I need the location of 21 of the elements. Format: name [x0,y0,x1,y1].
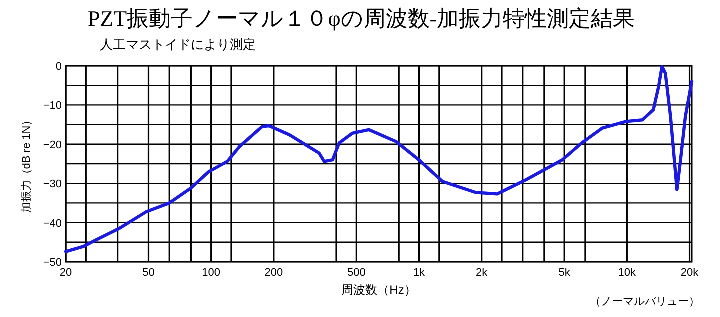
y-tick-label: −30 [43,178,62,191]
x-tick-label: 2k [476,267,488,279]
y-tick-label: −10 [43,100,62,112]
x-axis-title: 周波数（Hz） [342,283,416,297]
y-tick-label: 0 [56,61,62,73]
x-tick-label: 100 [202,267,221,279]
x-tick-label: 20 [60,267,72,279]
y-tick-label: −20 [43,139,62,152]
x-tick-label: 200 [264,267,284,279]
chart-title: PZT振動子ノーマル１０φの周波数-加振力特性測定結果 [88,6,636,31]
x-tick-label: 50 [142,267,155,279]
x-tick-label: 500 [347,267,366,279]
y-tick-label: −40 [43,218,62,230]
y-tick-label: −50 [43,257,62,269]
x-tick-label: 10k [618,267,637,279]
x-tick-label: 1k [413,267,426,279]
text: （ノーマルバリュー） [590,296,700,308]
x-tick-label: 5k [558,267,571,279]
y-axis-title: 加振力（dB re 1N） [20,114,33,214]
chart-subtitle: 人工マストイドにより測定 [100,37,256,52]
x-tick-label: 20k [680,267,700,279]
